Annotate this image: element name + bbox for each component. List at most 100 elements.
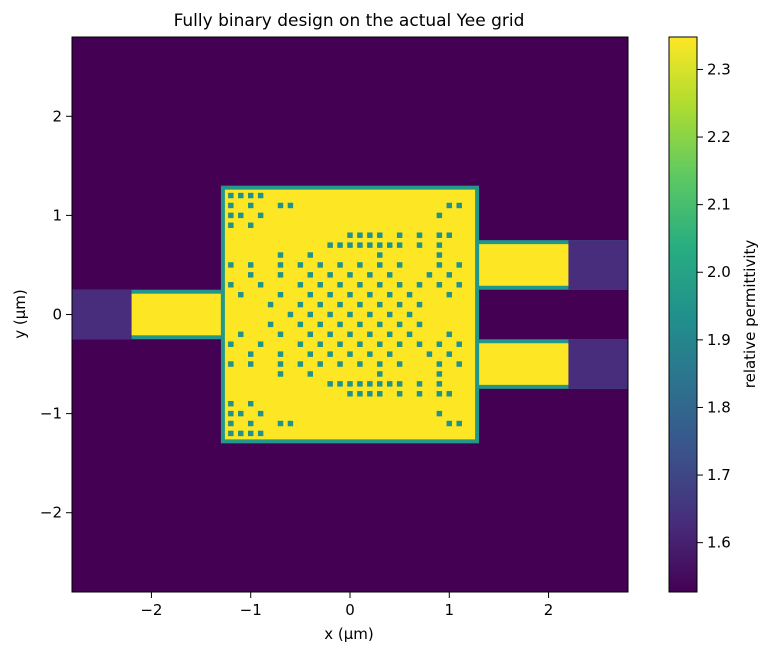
chart-title: Fully binary design on the actual Yee gr… [174, 11, 525, 31]
design-hole [456, 262, 462, 268]
design-hole [317, 361, 323, 367]
y-tick-label: 0 [52, 306, 62, 324]
design-hole [228, 202, 234, 209]
colorbar-tick-label: 2.1 [707, 196, 731, 214]
design-hole [436, 262, 443, 268]
design-hole [456, 361, 462, 367]
design-hole [247, 430, 254, 437]
design-hole [307, 291, 314, 298]
design-hole [386, 331, 393, 338]
design-hole [347, 291, 353, 298]
design-hole [238, 192, 244, 199]
colorbar-tick-label: 2.3 [707, 60, 731, 78]
design-hole [337, 341, 343, 347]
design-hole [277, 331, 284, 338]
design-hole [456, 341, 462, 347]
y-tick-label: −2 [40, 504, 62, 522]
design-hole [416, 391, 423, 397]
design-hole [396, 361, 403, 367]
design-hole [287, 420, 294, 427]
y-tick-label: −1 [40, 405, 62, 423]
design-hole [416, 341, 423, 347]
design-hole [446, 351, 453, 357]
heatmap [72, 37, 628, 592]
design-hole [357, 242, 363, 248]
design-hole [367, 391, 373, 397]
design-hole [367, 232, 373, 238]
design-hole [347, 351, 353, 357]
design-hole [247, 400, 254, 407]
design-hole [396, 282, 403, 288]
design-hole [247, 272, 254, 278]
design-hole [377, 262, 383, 268]
design-hole [297, 361, 304, 367]
design-hole [377, 321, 383, 328]
x-tick-label: 2 [544, 601, 554, 619]
design-hole [436, 282, 443, 288]
design-hole [357, 232, 363, 238]
colorbar-tick-label: 1.8 [707, 398, 731, 416]
design-hole [257, 282, 264, 288]
design-hole [436, 232, 443, 238]
colorbar-tick-label: 1.6 [707, 534, 731, 552]
design-hole [357, 282, 363, 288]
design-hole [446, 202, 453, 209]
design-hole [436, 391, 443, 397]
design-hole [416, 242, 423, 248]
waveguide-output_bottom-pml [568, 339, 628, 389]
design-hole [327, 242, 333, 248]
design-hole [367, 291, 373, 298]
design-hole [228, 222, 234, 229]
design-hole [337, 321, 343, 328]
design-hole [247, 361, 254, 367]
design-hole [228, 430, 234, 437]
design-hole [357, 321, 363, 328]
design-hole [386, 311, 393, 318]
design-hole [337, 381, 343, 387]
design-hole [228, 400, 234, 407]
design-hole [247, 192, 254, 199]
design-hole [307, 371, 314, 377]
design-hole [277, 272, 284, 278]
colorbar: 1.6 1.7 1.8 1.9 2.0 2.1 2.2 2.3 relative permit… [668, 36, 759, 593]
design-hole [396, 341, 403, 347]
design-hole [317, 262, 323, 268]
design-hole [297, 321, 304, 328]
design-hole [377, 301, 383, 308]
design-hole [357, 381, 363, 387]
design-hole [297, 341, 304, 347]
design-hole [297, 301, 304, 308]
design-hole [317, 282, 323, 288]
design-hole [416, 381, 423, 387]
waveguide-output_top-pml [568, 240, 628, 290]
design-hole [287, 202, 294, 209]
design-hole [396, 381, 403, 387]
design-hole [416, 321, 423, 328]
design-hole [228, 212, 234, 219]
design-hole [307, 351, 314, 357]
design-hole [396, 321, 403, 328]
colorbar-label: relative permittivity [741, 240, 759, 389]
design-hole [307, 272, 314, 278]
design-hole [257, 410, 264, 417]
design-hole [367, 272, 373, 278]
design-hole [307, 311, 314, 318]
colorbar-tick-label: 2.0 [707, 263, 731, 281]
design-hole [297, 282, 304, 288]
design-hole [436, 212, 443, 219]
colorbar-tick-label: 1.9 [707, 331, 731, 349]
design-hole [406, 331, 413, 338]
design-hole [377, 242, 383, 248]
design-hole [396, 391, 403, 397]
design-hole [406, 311, 413, 318]
design-hole [238, 291, 244, 298]
design-hole [337, 242, 343, 248]
design-hole [257, 192, 264, 199]
design-hole [456, 420, 462, 427]
design-hole [267, 321, 274, 328]
design-hole [416, 232, 423, 238]
design-hole [337, 361, 343, 367]
design-hole [436, 341, 443, 347]
design-hole [426, 351, 433, 357]
